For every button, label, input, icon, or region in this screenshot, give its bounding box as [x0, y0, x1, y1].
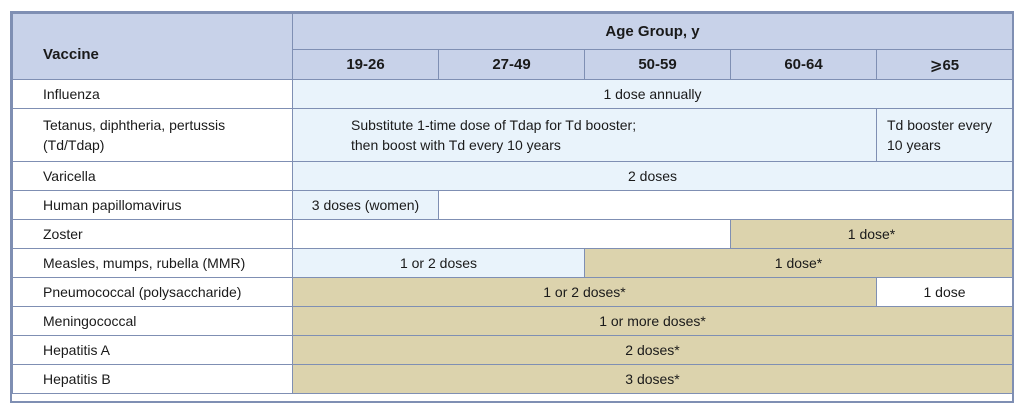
vaccine-name-mmr: Measles, mumps, rubella (MMR) — [12, 248, 293, 278]
pneumococcal-19-64: 1 or 2 doses* — [292, 277, 877, 307]
vaccine-name-tdap: Tetanus, diphtheria, pertussis (Td/Tdap) — [12, 108, 293, 162]
table-row-hpv: Human papillomavirus 3 doses (women) — [12, 190, 1012, 220]
tdap-name-line1: Tetanus, diphtheria, pertussis — [43, 117, 226, 133]
tdap-name-line2: (Td/Tdap) — [43, 137, 105, 153]
table-row-zoster: Zoster 1 dose* — [12, 219, 1012, 249]
mmr-19-49: 1 or 2 doses — [292, 248, 585, 278]
vaccine-name-zoster: Zoster — [12, 219, 293, 249]
table-row-varicella: Varicella 2 doses — [12, 161, 1012, 191]
table-row-meningococcal: Meningococcal 1 or more doses* — [12, 306, 1012, 336]
age-group-60-64: 60-64 — [730, 49, 877, 80]
varicella-all-ages: 2 doses — [291, 161, 1012, 191]
mmr-50-plus: 1 dose* — [583, 248, 1012, 278]
vaccine-name-hpv: Human papillomavirus — [12, 190, 293, 220]
meningococcal-all-ages: 1 or more doses* — [291, 306, 1012, 336]
table-row-tdap: Tetanus, diphtheria, pertussis (Td/Tdap)… — [12, 108, 1012, 162]
vaccine-name-meningococcal: Meningococcal — [12, 306, 293, 336]
table-row-mmr: Measles, mumps, rubella (MMR) 1 or 2 dos… — [12, 248, 1012, 278]
tdap-19-64: Substitute 1-time dose of Tdap for Td bo… — [292, 108, 877, 162]
vaccine-name-hepatitis-a: Hepatitis A — [12, 335, 293, 365]
vaccine-name-hepatitis-b: Hepatitis B — [12, 364, 293, 394]
pneumococcal-65-plus: 1 dose — [875, 277, 1012, 307]
vaccine-column-header: Vaccine — [12, 13, 293, 80]
hepatitis-b-all-ages: 3 doses* — [291, 364, 1012, 394]
influenza-all-ages: 1 dose annually — [291, 79, 1012, 109]
vaccine-name-influenza: Influenza — [12, 79, 293, 109]
age-group-19-26: 19-26 — [292, 49, 439, 80]
age-group-50-59: 50-59 — [584, 49, 731, 80]
age-group-65-plus: ⩾65 — [875, 49, 1012, 80]
age-group-header: Age Group, y — [291, 13, 1012, 50]
hpv-19-26: 3 doses (women) — [292, 190, 439, 220]
tdap-senior-line1: Td booster every — [887, 117, 993, 133]
table-row-influenza: Influenza 1 dose annually — [12, 79, 1012, 109]
vaccine-schedule-table: Vaccine Age Group, y 19-26 27-49 50-59 6… — [12, 13, 1012, 394]
vaccine-schedule-table-frame: Vaccine Age Group, y 19-26 27-49 50-59 6… — [10, 11, 1014, 403]
zoster-19-59 — [292, 219, 731, 249]
tdap-65-plus: Td booster every 10 years — [875, 108, 1012, 162]
table-row-pneumococcal: Pneumococcal (polysaccharide) 1 or 2 dos… — [12, 277, 1012, 307]
age-group-27-49: 27-49 — [438, 49, 585, 80]
vaccine-name-pneumococcal: Pneumococcal (polysaccharide) — [12, 277, 293, 307]
hpv-27-plus — [437, 190, 1012, 220]
vaccine-name-varicella: Varicella — [12, 161, 293, 191]
table-row-hepatitis-a: Hepatitis A 2 doses* — [12, 335, 1012, 365]
tdap-main-line2: then boost with Td every 10 years — [351, 137, 561, 153]
table-row-hepatitis-b: Hepatitis B 3 doses* — [12, 364, 1012, 394]
tdap-main-line1: Substitute 1-time dose of Tdap for Td bo… — [351, 117, 637, 133]
zoster-60-plus: 1 dose* — [729, 219, 1012, 249]
tdap-senior-line2: 10 years — [887, 137, 941, 153]
hepatitis-a-all-ages: 2 doses* — [291, 335, 1012, 365]
